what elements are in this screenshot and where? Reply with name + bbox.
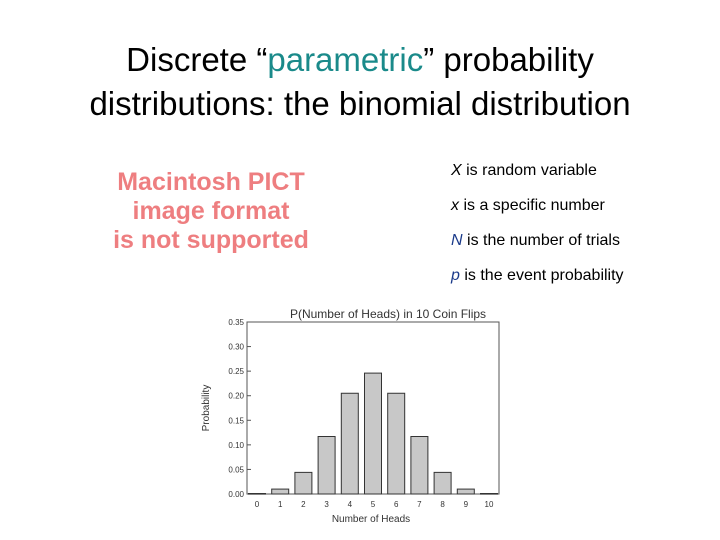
definition-text: is the event probability: [459, 267, 624, 284]
title-accent-word: parametric: [267, 41, 424, 78]
bar-7: [410, 436, 429, 495]
y-tick-label: 0.25: [228, 367, 244, 376]
definition-item: X is random variable: [451, 160, 711, 195]
definition-item: N is the number of trials: [451, 230, 711, 265]
binomial-bar-chart: P(Number of Heads) in 10 Coin Flips Prob…: [201, 307, 500, 525]
placeholder-line: is not supported: [113, 226, 309, 254]
x-tick-label: 5: [371, 500, 376, 509]
y-tick-label: 0.30: [228, 343, 244, 352]
x-tick-label: 4: [348, 500, 353, 509]
definition-item: x is a specific number: [451, 195, 711, 230]
bar-0: [248, 493, 266, 495]
definition-text: is random variable: [461, 162, 597, 179]
variable-symbol: N: [451, 232, 463, 249]
definition-text: is a specific number: [459, 197, 605, 214]
slide-title: Discrete “parametric” probability distri…: [0, 38, 720, 126]
unsupported-image-placeholder: Macintosh PICT image format is not suppo…: [86, 168, 336, 255]
x-tick-label: 6: [394, 500, 399, 509]
x-tick-label: 2: [301, 500, 306, 509]
x-tick-label: 1: [278, 500, 283, 509]
y-tick-label: 0.05: [228, 465, 244, 474]
bar-3: [317, 436, 336, 495]
axis-ticks: 0 1 2 3 4 5 6 7 8 9 10 0.00 0.05 0.10 0.15 0.20 0.25 0.30…: [228, 318, 494, 509]
x-tick-label: 0: [255, 500, 260, 509]
x-tick-label: 8: [440, 500, 445, 509]
bar-9: [456, 488, 475, 495]
y-tick-label: 0.35: [228, 318, 244, 327]
bar-8: [433, 471, 452, 495]
x-tick-label: 10: [485, 500, 494, 509]
chart-title: P(Number of Heads) in 10 Coin Flips: [290, 307, 486, 321]
y-tick-label: 0.10: [228, 441, 244, 450]
variable-symbol: X: [451, 162, 462, 179]
variable-symbol: x: [451, 197, 459, 214]
definition-item: p is the event probability: [451, 265, 711, 300]
definition-text: is the number of trials: [462, 232, 620, 249]
placeholder-line: image format: [132, 197, 290, 225]
bar-10: [480, 493, 498, 495]
x-tick-label: 3: [324, 500, 329, 509]
placeholder-line: Macintosh PICT: [117, 168, 305, 196]
bar-6: [387, 392, 406, 495]
y-tick-label: 0.20: [228, 392, 244, 401]
x-tick-label: 7: [417, 500, 422, 509]
bars: [248, 372, 498, 495]
x-axis-label: Number of Heads: [332, 514, 410, 525]
bar-1: [271, 488, 290, 495]
y-tick-label: 0.00: [228, 490, 244, 499]
bar-4: [340, 392, 359, 495]
definition-list: X is random variable x is a specific num…: [451, 160, 711, 300]
title-line-2: distributions: the binomial distribution: [89, 85, 631, 122]
title-prefix: Discrete “: [126, 41, 268, 78]
bar-2: [294, 471, 313, 495]
title-line-1: Discrete “parametric” probability: [0, 38, 720, 82]
title-suffix: ” probability: [423, 41, 594, 78]
x-tick-label: 9: [464, 500, 469, 509]
y-tick-label: 0.15: [228, 416, 244, 425]
variable-symbol: p: [451, 267, 460, 284]
y-axis-label: Probability: [201, 385, 212, 432]
bar-5: [364, 372, 382, 495]
